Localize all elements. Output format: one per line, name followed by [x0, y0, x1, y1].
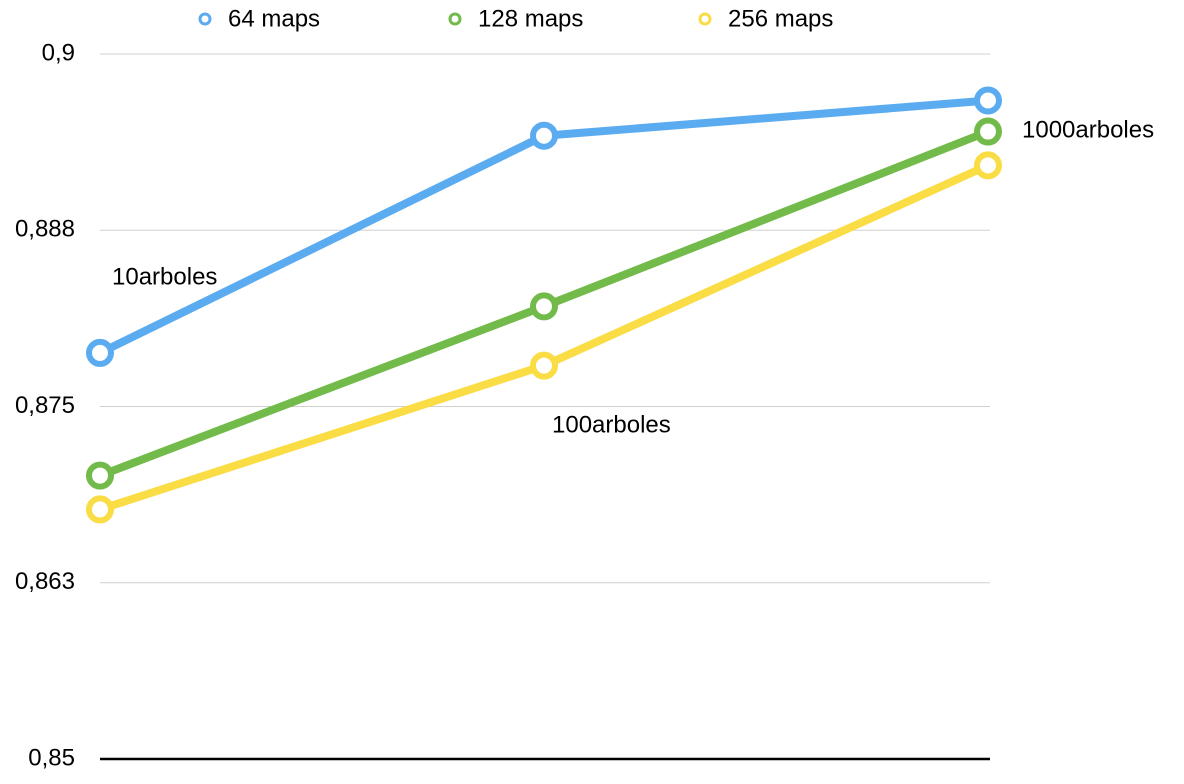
legend-label: 128 maps [478, 5, 583, 32]
legend-marker [698, 12, 712, 26]
legend-marker [448, 12, 462, 26]
y-tick-label: 0,863 [15, 568, 75, 595]
point-marker [974, 86, 1002, 115]
point-marker [86, 461, 114, 490]
legend-label: 64 maps [228, 5, 320, 32]
category-label: 100arboles [552, 411, 671, 438]
y-tick-label: 0,85 [28, 744, 75, 771]
category-label: 10arboles [112, 263, 217, 290]
y-tick-label: 0,888 [15, 216, 75, 243]
legend-label: 256 maps [728, 5, 833, 32]
point-marker [530, 351, 558, 380]
point-marker [974, 151, 1002, 180]
point-marker [974, 117, 1002, 146]
y-tick-label: 0,9 [42, 39, 75, 66]
point-marker [86, 338, 114, 367]
y-tick-label: 0,875 [15, 392, 75, 419]
series-line [98, 161, 990, 514]
legend-marker [198, 12, 212, 26]
point-marker [530, 121, 558, 150]
category-label: 1000arboles [1022, 116, 1154, 143]
point-marker [86, 495, 114, 524]
point-marker [530, 292, 558, 321]
